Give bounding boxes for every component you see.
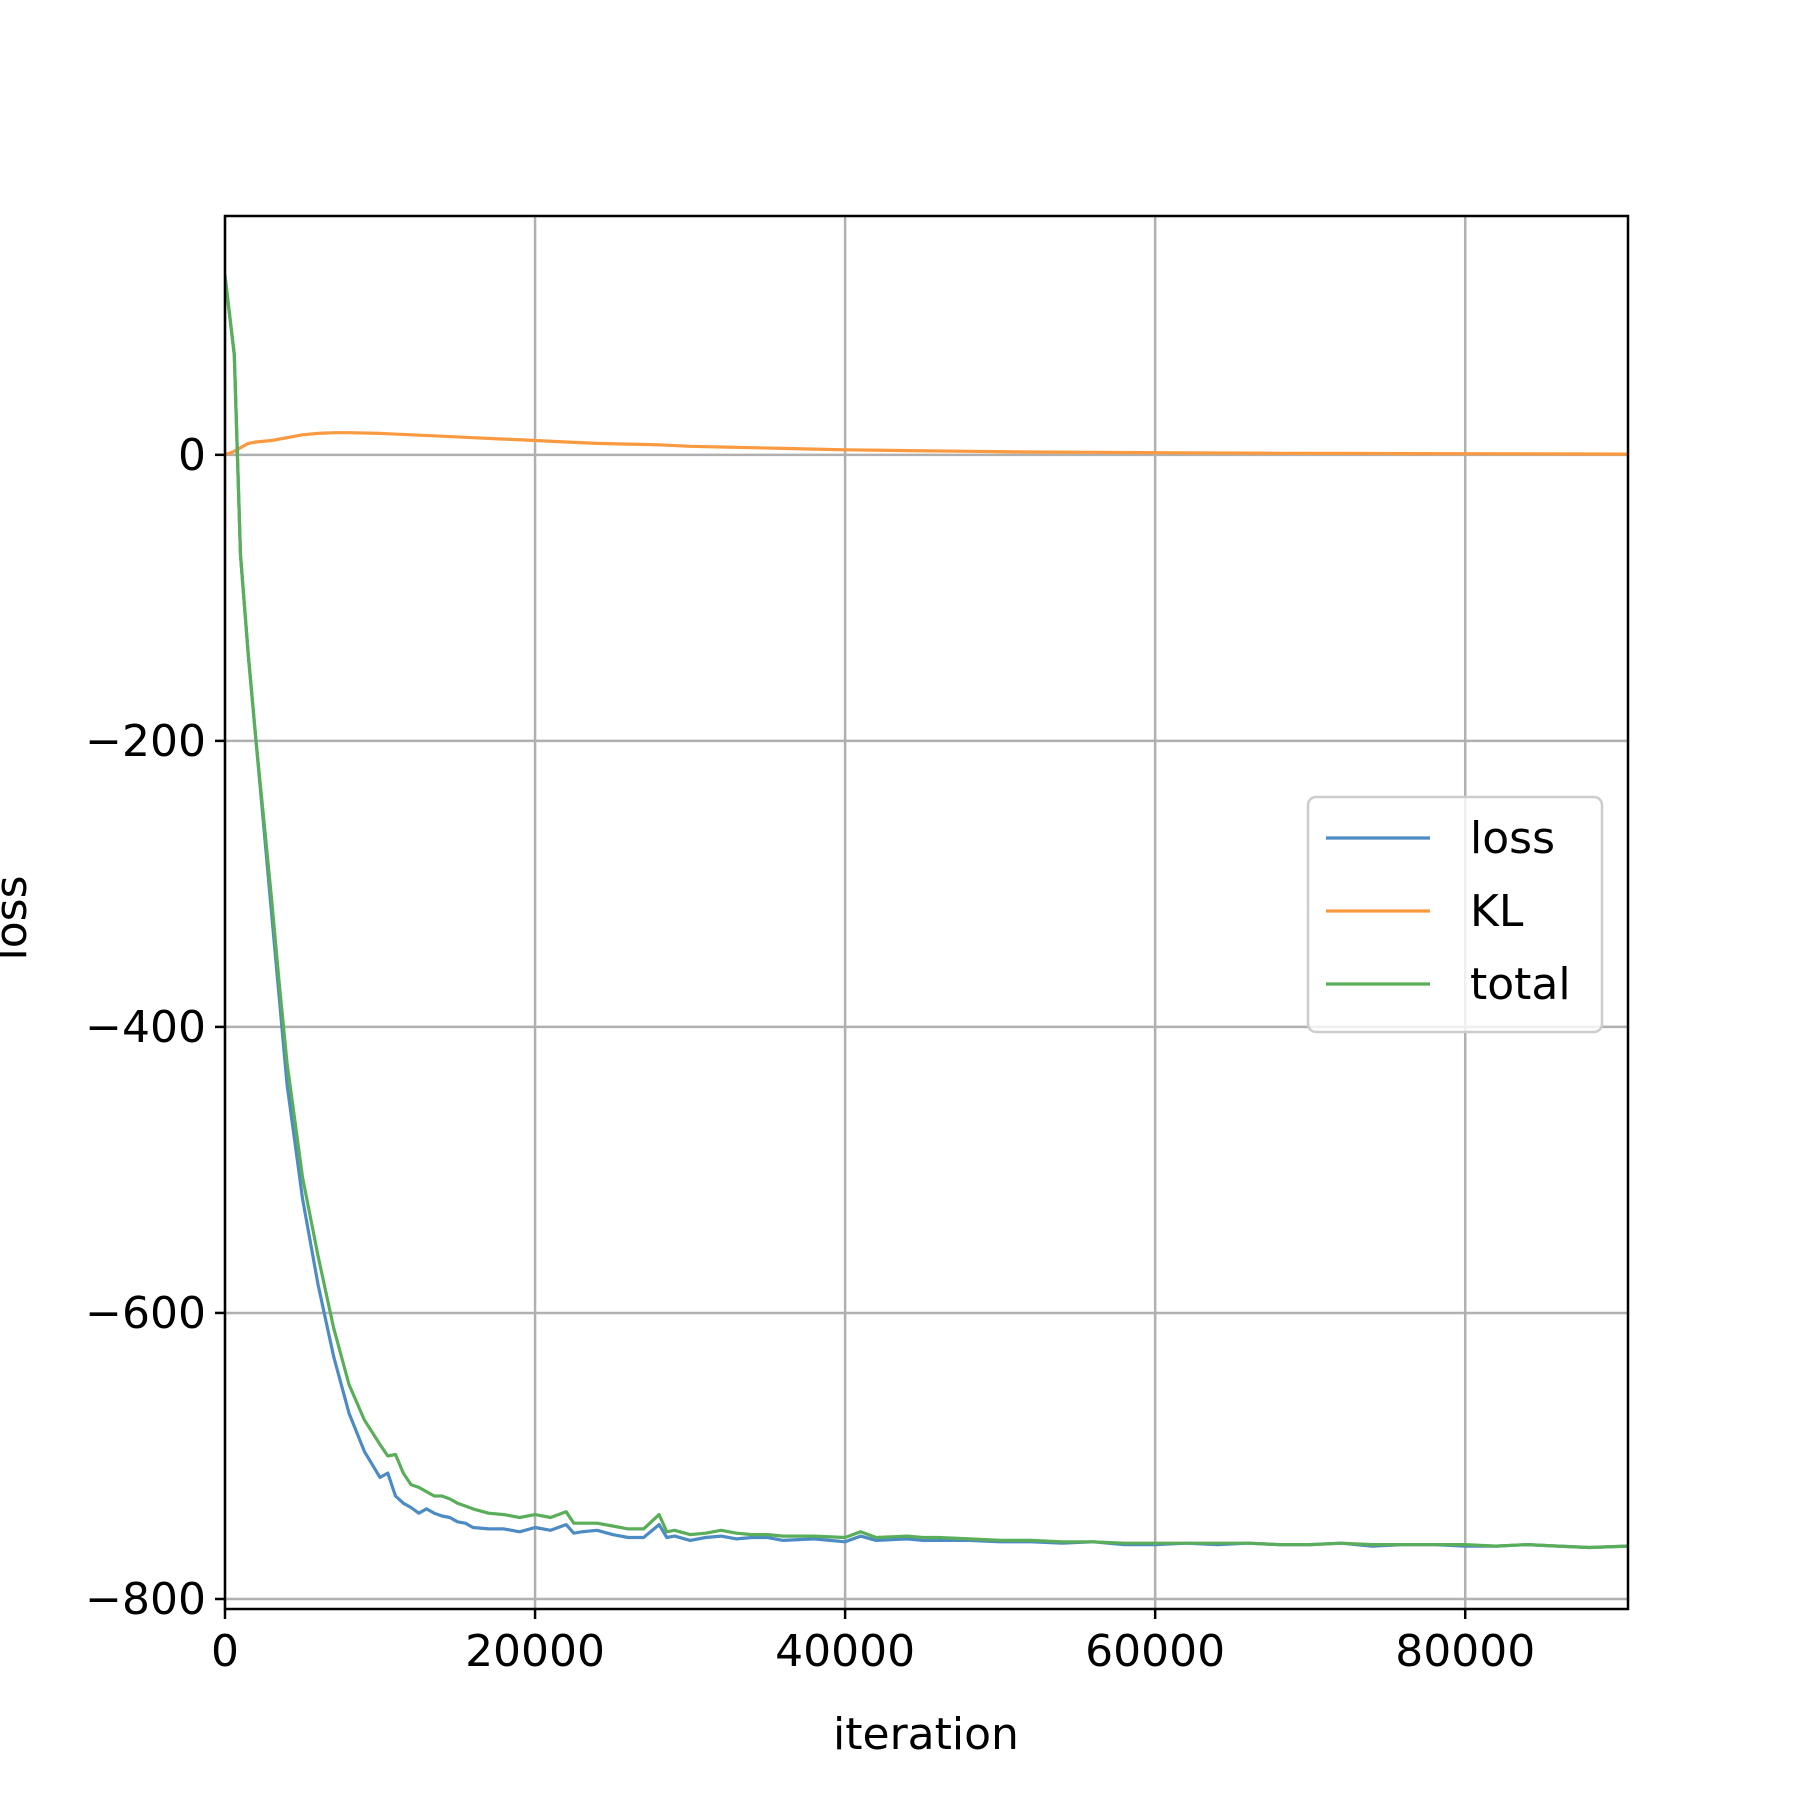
legend-items: loss KL total (1326, 813, 1571, 1010)
x-tick-label: 40000 (775, 1626, 915, 1677)
series-line-kl (225, 431, 1628, 457)
ticks: 0 20000 40000 60000 80000 0 −200 −400 −600 −800 (85, 430, 1535, 1677)
x-tick-label: 80000 (1395, 1626, 1535, 1677)
legend-label-kl: KL (1470, 886, 1524, 937)
series-layer (225, 274, 1628, 1550)
legend-label-total: total (1470, 959, 1571, 1010)
legend-label-loss: loss (1470, 813, 1555, 864)
y-tick-label: −800 (85, 1574, 206, 1625)
y-tick-label: 0 (178, 430, 206, 481)
plot-frame (223, 214, 1630, 1611)
y-tick-label: −200 (85, 716, 206, 767)
y-tick-label: −400 (85, 1002, 206, 1053)
legend-box (1306, 795, 1604, 1034)
legend: loss KL total (1306, 795, 1604, 1034)
x-tick-label: 0 (211, 1626, 239, 1677)
x-tick-label: 60000 (1085, 1626, 1225, 1677)
x-axis-label: iteration (833, 1709, 1019, 1760)
y-axis-label: loss (0, 876, 37, 961)
series-line-total (225, 274, 1628, 1550)
x-tick-label: 20000 (465, 1626, 605, 1677)
y-tick-label: −600 (85, 1288, 206, 1339)
